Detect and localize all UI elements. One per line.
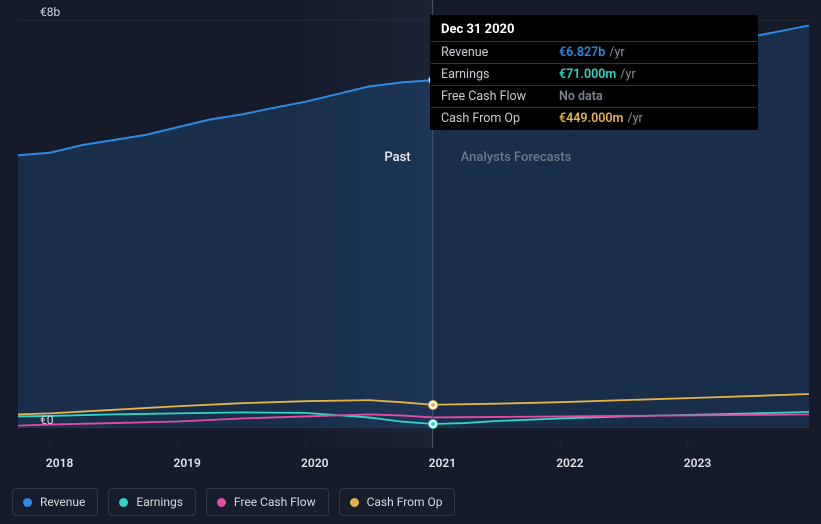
tooltip-metric-label: Free Cash Flow <box>441 89 559 104</box>
tooltip-metric-unit: /yr <box>627 111 642 126</box>
tooltip-date: Dec 31 2020 <box>431 16 757 42</box>
x-tick-label: 2020 <box>301 456 328 470</box>
y-tick-label: €0 <box>40 413 54 427</box>
tooltip-row: Revenue€6.827b/yr <box>431 42 757 64</box>
tooltip-row: Earnings€71.000m/yr <box>431 64 757 86</box>
tooltip-metric-value: No data <box>559 89 603 104</box>
x-tick-label: 2018 <box>46 456 73 470</box>
legend-label: Cash From Op <box>367 495 443 509</box>
tooltip-metric-unit: /yr <box>609 45 624 60</box>
x-tick-label: 2019 <box>173 456 200 470</box>
tooltip-metric-unit: /yr <box>620 67 635 82</box>
tooltip-metric-value: €6.827b <box>559 45 605 60</box>
legend-item-earnings[interactable]: Earnings <box>108 488 196 516</box>
legend-label: Revenue <box>40 495 85 509</box>
tooltip-metric-value: €71.000m <box>559 67 616 82</box>
forecast-region-label: Analysts Forecasts <box>461 150 572 165</box>
hover-tooltip: Dec 31 2020 Revenue€6.827b/yrEarnings€71… <box>430 15 758 130</box>
legend-dot-icon <box>119 498 128 507</box>
tooltip-metric-value: €449.000m <box>559 111 623 126</box>
tooltip-metric-label: Revenue <box>441 45 559 60</box>
x-tick-label: 2021 <box>429 456 456 470</box>
legend-label: Earnings <box>136 495 183 509</box>
hover-marker-cfo <box>429 401 437 409</box>
legend-label: Free Cash Flow <box>234 495 316 509</box>
tooltip-metric-label: Cash From Op <box>441 111 559 126</box>
tooltip-row: Cash From Op€449.000m/yr <box>431 108 757 129</box>
legend: Revenue Earnings Free Cash Flow Cash From O… <box>12 488 455 516</box>
legend-item-fcf[interactable]: Free Cash Flow <box>206 488 329 516</box>
hover-marker-earnings <box>429 420 437 428</box>
tooltip-metric-label: Earnings <box>441 67 559 82</box>
y-tick-label: €8b <box>40 5 60 19</box>
x-tick-label: 2022 <box>556 456 583 470</box>
legend-dot-icon <box>23 498 32 507</box>
legend-item-revenue[interactable]: Revenue <box>12 488 98 516</box>
legend-item-cfo[interactable]: Cash From Op <box>339 488 456 516</box>
legend-dot-icon <box>350 498 359 507</box>
legend-dot-icon <box>217 498 226 507</box>
x-tick-label: 2023 <box>684 456 711 470</box>
past-region-label: Past <box>384 150 410 165</box>
x-axis: 2018 2019 2020 2021 2022 2023 <box>18 448 809 472</box>
tooltip-row: Free Cash FlowNo data <box>431 86 757 108</box>
financials-chart: Past Analysts Forecasts €0€8b 2018201920… <box>0 0 821 524</box>
